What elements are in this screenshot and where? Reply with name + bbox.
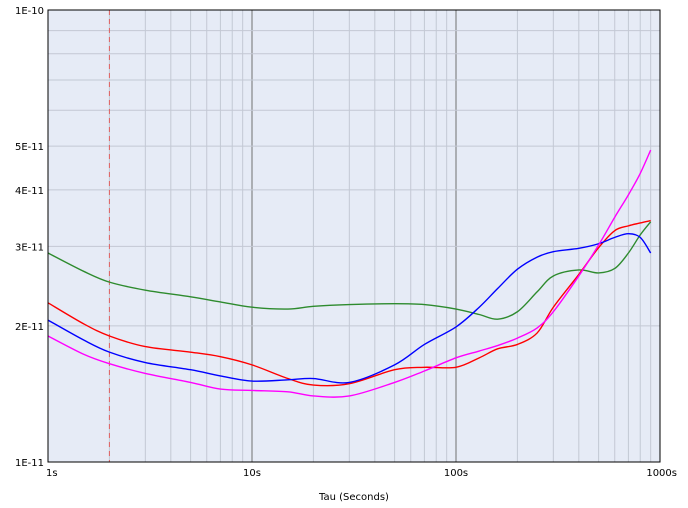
series-lines	[47, 149, 652, 398]
y-tick-labels: 1E-10 5E-11 4E-11 3E-11 2E-11 1E-11	[15, 6, 44, 469]
series-line-4	[47, 149, 652, 398]
x-axis-title: Tau (Seconds)	[318, 492, 389, 503]
y-tick-label: 2E-11	[15, 322, 44, 333]
x-tick-label: 10s	[243, 468, 261, 479]
plot-area	[48, 10, 660, 462]
y-tick-label: 1E-11	[15, 458, 44, 469]
y-tick-label: 5E-11	[15, 142, 44, 153]
y-tick-label: 4E-11	[15, 186, 44, 197]
x-tick-labels: 1s 10s 100s 1000s	[46, 468, 677, 479]
y-tick-label: 3E-11	[15, 242, 44, 253]
x-tick-label: 1000s	[646, 468, 677, 479]
y-tick-label: 1E-10	[15, 6, 44, 17]
plot-frame	[47, 9, 661, 463]
x-tick-label: 100s	[444, 468, 468, 479]
x-tick-label: 1s	[46, 468, 58, 479]
series-line-1	[47, 221, 652, 320]
series-line-2	[47, 219, 651, 387]
